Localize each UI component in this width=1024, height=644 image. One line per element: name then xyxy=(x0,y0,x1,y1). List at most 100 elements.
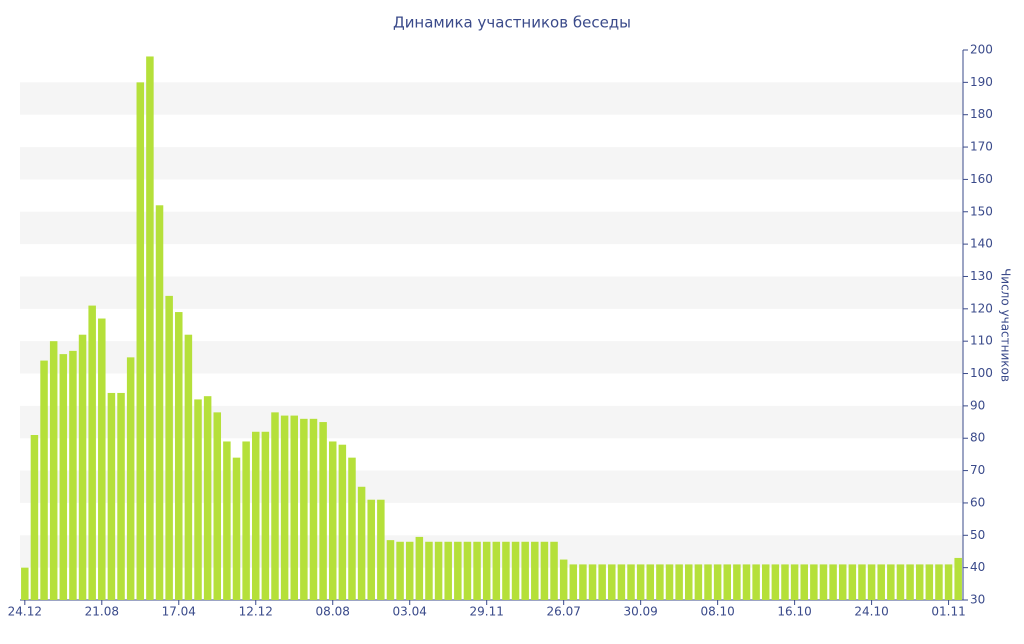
bar xyxy=(896,564,905,600)
bar xyxy=(290,415,298,600)
y-tick-label: 190 xyxy=(970,75,993,89)
x-tick-label: 17.04 xyxy=(162,605,196,619)
bar xyxy=(40,360,48,600)
y-tick-label: 170 xyxy=(970,140,993,154)
bar xyxy=(559,559,568,600)
x-tick-label: 03.04 xyxy=(393,605,427,619)
y-tick-label: 50 xyxy=(970,528,985,542)
bar xyxy=(357,486,366,600)
bar xyxy=(733,564,741,600)
bar xyxy=(713,564,722,600)
grid-band xyxy=(20,276,963,309)
bar xyxy=(271,412,279,600)
bar xyxy=(665,564,674,600)
bar xyxy=(242,441,250,600)
y-tick-label: 70 xyxy=(970,463,985,477)
bar xyxy=(21,567,29,600)
bar xyxy=(608,564,616,600)
bar xyxy=(906,564,914,600)
x-tick-label: 24.12 xyxy=(8,605,42,619)
bar xyxy=(194,399,202,600)
bar xyxy=(540,541,549,600)
bar xyxy=(723,564,732,600)
bar xyxy=(367,499,375,600)
bar xyxy=(742,564,751,600)
bar xyxy=(588,564,597,600)
bar xyxy=(675,564,683,600)
x-tick-label: 26.07 xyxy=(546,605,580,619)
bar xyxy=(935,564,943,600)
bar xyxy=(405,541,414,600)
bar xyxy=(858,564,866,600)
bar xyxy=(309,418,318,600)
bar xyxy=(511,541,520,600)
bar xyxy=(502,541,510,600)
bar xyxy=(579,564,587,600)
bar xyxy=(790,564,799,600)
bar xyxy=(184,334,193,600)
bar xyxy=(944,564,953,600)
y-tick-label: 150 xyxy=(970,204,993,218)
bar xyxy=(550,541,558,600)
bar xyxy=(49,341,58,600)
y-tick-label: 100 xyxy=(970,366,993,380)
bar xyxy=(319,422,327,600)
bar xyxy=(694,564,703,600)
bar xyxy=(415,536,424,600)
bar xyxy=(261,431,270,600)
x-tick-label: 12.12 xyxy=(239,605,273,619)
bar xyxy=(531,541,539,600)
bar xyxy=(915,564,924,600)
bar xyxy=(251,431,260,600)
bar xyxy=(829,564,837,600)
bar xyxy=(617,564,626,600)
grid-band xyxy=(20,82,963,115)
bar xyxy=(482,541,491,600)
bar xyxy=(165,295,173,600)
grid-band xyxy=(20,147,963,180)
bar xyxy=(636,564,645,600)
y-tick-label: 90 xyxy=(970,398,985,412)
bar xyxy=(752,564,760,600)
x-tick-label: 08.08 xyxy=(316,605,350,619)
y-tick-label: 110 xyxy=(970,334,993,348)
bar xyxy=(69,350,77,600)
bar xyxy=(454,541,462,600)
chart-title: Динамика участников беседы xyxy=(393,14,631,32)
bar xyxy=(348,457,356,600)
bar xyxy=(848,564,857,600)
y-tick-label: 60 xyxy=(970,495,985,509)
bar xyxy=(280,415,289,600)
bar xyxy=(78,334,87,600)
bar xyxy=(232,457,241,600)
bar xyxy=(223,441,231,600)
bar xyxy=(521,541,529,600)
bar xyxy=(463,541,472,600)
x-tick-label: 16.10 xyxy=(777,605,811,619)
bar xyxy=(328,441,337,600)
bar xyxy=(98,318,106,600)
bar xyxy=(887,564,895,600)
bar xyxy=(685,564,693,600)
bar xyxy=(656,564,664,600)
bar xyxy=(646,564,655,600)
bar xyxy=(444,541,452,600)
x-tick-label: 30.09 xyxy=(623,605,657,619)
bar xyxy=(434,541,443,600)
bar xyxy=(107,392,116,600)
bar xyxy=(569,564,578,600)
bar xyxy=(59,354,68,600)
bar xyxy=(954,557,962,600)
x-tick-label: 01.11 xyxy=(931,605,965,619)
bar xyxy=(386,540,395,600)
bar xyxy=(126,357,135,600)
bar xyxy=(473,541,481,600)
bar xyxy=(838,564,847,600)
bar xyxy=(867,564,876,600)
bar xyxy=(810,564,818,600)
bar xyxy=(627,564,635,600)
bar xyxy=(175,312,183,600)
bar xyxy=(925,564,934,600)
bar xyxy=(598,564,606,600)
y-tick-label: 180 xyxy=(970,107,993,121)
